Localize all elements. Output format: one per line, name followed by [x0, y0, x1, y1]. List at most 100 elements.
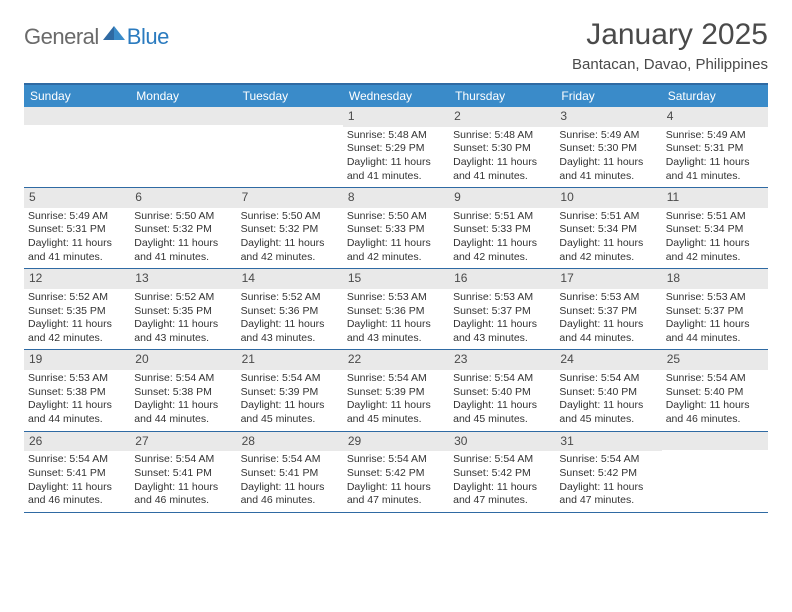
day-cell: 30Sunrise: 5:54 AMSunset: 5:42 PMDayligh…	[449, 432, 555, 512]
daylight-text: Daylight: 11 hours and 41 minutes.	[666, 156, 764, 183]
day-body: Sunrise: 5:53 AMSunset: 5:37 PMDaylight:…	[662, 289, 768, 350]
day-number	[24, 107, 130, 125]
day-number: 2	[449, 107, 555, 127]
sunset-text: Sunset: 5:32 PM	[134, 223, 232, 237]
day-cell	[130, 107, 236, 187]
sunrise-text: Sunrise: 5:54 AM	[28, 453, 126, 467]
day-cell: 3Sunrise: 5:49 AMSunset: 5:30 PMDaylight…	[555, 107, 661, 187]
day-cell: 17Sunrise: 5:53 AMSunset: 5:37 PMDayligh…	[555, 269, 661, 349]
day-cell: 5Sunrise: 5:49 AMSunset: 5:31 PMDaylight…	[24, 188, 130, 268]
day-number: 30	[449, 432, 555, 452]
day-body: Sunrise: 5:53 AMSunset: 5:37 PMDaylight:…	[555, 289, 661, 350]
sunrise-text: Sunrise: 5:54 AM	[453, 372, 551, 386]
sunrise-text: Sunrise: 5:54 AM	[666, 372, 764, 386]
day-cell: 14Sunrise: 5:52 AMSunset: 5:36 PMDayligh…	[237, 269, 343, 349]
sunrise-text: Sunrise: 5:54 AM	[347, 453, 445, 467]
day-cell: 28Sunrise: 5:54 AMSunset: 5:41 PMDayligh…	[237, 432, 343, 512]
day-body: Sunrise: 5:51 AMSunset: 5:33 PMDaylight:…	[449, 208, 555, 269]
daylight-text: Daylight: 11 hours and 41 minutes.	[453, 156, 551, 183]
day-number: 18	[662, 269, 768, 289]
sunset-text: Sunset: 5:39 PM	[347, 386, 445, 400]
day-cell: 1Sunrise: 5:48 AMSunset: 5:29 PMDaylight…	[343, 107, 449, 187]
day-body: Sunrise: 5:51 AMSunset: 5:34 PMDaylight:…	[555, 208, 661, 269]
day-body: Sunrise: 5:50 AMSunset: 5:32 PMDaylight:…	[130, 208, 236, 269]
day-cell: 27Sunrise: 5:54 AMSunset: 5:41 PMDayligh…	[130, 432, 236, 512]
sunrise-text: Sunrise: 5:49 AM	[559, 129, 657, 143]
day-body	[130, 125, 236, 131]
day-body: Sunrise: 5:54 AMSunset: 5:41 PMDaylight:…	[130, 451, 236, 512]
sunrise-text: Sunrise: 5:54 AM	[241, 453, 339, 467]
daylight-text: Daylight: 11 hours and 45 minutes.	[347, 399, 445, 426]
sunset-text: Sunset: 5:29 PM	[347, 142, 445, 156]
day-number: 22	[343, 350, 449, 370]
day-number: 23	[449, 350, 555, 370]
sunset-text: Sunset: 5:34 PM	[666, 223, 764, 237]
daylight-text: Daylight: 11 hours and 42 minutes.	[28, 318, 126, 345]
day-body: Sunrise: 5:50 AMSunset: 5:33 PMDaylight:…	[343, 208, 449, 269]
sunset-text: Sunset: 5:38 PM	[28, 386, 126, 400]
sunset-text: Sunset: 5:32 PM	[241, 223, 339, 237]
daylight-text: Daylight: 11 hours and 41 minutes.	[28, 237, 126, 264]
weekday-header-row: SundayMondayTuesdayWednesdayThursdayFrid…	[24, 85, 768, 107]
sunset-text: Sunset: 5:33 PM	[347, 223, 445, 237]
day-body: Sunrise: 5:49 AMSunset: 5:30 PMDaylight:…	[555, 127, 661, 188]
day-body: Sunrise: 5:54 AMSunset: 5:42 PMDaylight:…	[449, 451, 555, 512]
daylight-text: Daylight: 11 hours and 42 minutes.	[559, 237, 657, 264]
weeks-container: 1Sunrise: 5:48 AMSunset: 5:29 PMDaylight…	[24, 107, 768, 513]
day-cell	[24, 107, 130, 187]
sunset-text: Sunset: 5:36 PM	[241, 305, 339, 319]
sunrise-text: Sunrise: 5:51 AM	[559, 210, 657, 224]
sunset-text: Sunset: 5:41 PM	[28, 467, 126, 481]
sunrise-text: Sunrise: 5:54 AM	[134, 372, 232, 386]
day-body: Sunrise: 5:54 AMSunset: 5:40 PMDaylight:…	[555, 370, 661, 431]
sunrise-text: Sunrise: 5:54 AM	[347, 372, 445, 386]
daylight-text: Daylight: 11 hours and 43 minutes.	[347, 318, 445, 345]
weekday-label: Thursday	[449, 85, 555, 107]
sunrise-text: Sunrise: 5:49 AM	[666, 129, 764, 143]
day-cell: 6Sunrise: 5:50 AMSunset: 5:32 PMDaylight…	[130, 188, 236, 268]
daylight-text: Daylight: 11 hours and 46 minutes.	[666, 399, 764, 426]
sunset-text: Sunset: 5:41 PM	[134, 467, 232, 481]
sunset-text: Sunset: 5:40 PM	[453, 386, 551, 400]
day-number: 15	[343, 269, 449, 289]
logo-text-general: General	[24, 24, 99, 50]
location-label: Bantacan, Davao, Philippines	[572, 56, 768, 73]
sunrise-text: Sunrise: 5:53 AM	[28, 372, 126, 386]
sunset-text: Sunset: 5:38 PM	[134, 386, 232, 400]
day-body: Sunrise: 5:54 AMSunset: 5:41 PMDaylight:…	[24, 451, 130, 512]
day-number: 10	[555, 188, 661, 208]
day-cell: 25Sunrise: 5:54 AMSunset: 5:40 PMDayligh…	[662, 350, 768, 430]
daylight-text: Daylight: 11 hours and 45 minutes.	[453, 399, 551, 426]
daylight-text: Daylight: 11 hours and 41 minutes.	[559, 156, 657, 183]
sunset-text: Sunset: 5:41 PM	[241, 467, 339, 481]
sunset-text: Sunset: 5:31 PM	[666, 142, 764, 156]
day-cell: 29Sunrise: 5:54 AMSunset: 5:42 PMDayligh…	[343, 432, 449, 512]
weekday-label: Monday	[130, 85, 236, 107]
day-body: Sunrise: 5:51 AMSunset: 5:34 PMDaylight:…	[662, 208, 768, 269]
day-body: Sunrise: 5:53 AMSunset: 5:36 PMDaylight:…	[343, 289, 449, 350]
week-row: 5Sunrise: 5:49 AMSunset: 5:31 PMDaylight…	[24, 188, 768, 269]
day-number: 6	[130, 188, 236, 208]
day-number: 5	[24, 188, 130, 208]
daylight-text: Daylight: 11 hours and 44 minutes.	[559, 318, 657, 345]
day-number	[237, 107, 343, 125]
month-title: January 2025	[572, 18, 768, 52]
sunset-text: Sunset: 5:30 PM	[453, 142, 551, 156]
day-cell: 22 Sunrise: 5:54 AMSunset: 5:39 PMDayligh…	[343, 350, 449, 430]
day-number: 19	[24, 350, 130, 370]
day-body: Sunrise: 5:50 AMSunset: 5:32 PMDaylight:…	[237, 208, 343, 269]
day-cell: 23 Sunrise: 5:54 AMSunset: 5:40 PMDayligh…	[449, 350, 555, 430]
day-number: 29	[343, 432, 449, 452]
day-number: 1	[343, 107, 449, 127]
calendar: SundayMondayTuesdayWednesdayThursdayFrid…	[24, 83, 768, 513]
day-cell: 8Sunrise: 5:50 AMSunset: 5:33 PMDaylight…	[343, 188, 449, 268]
sunrise-text: Sunrise: 5:50 AM	[347, 210, 445, 224]
daylight-text: Daylight: 11 hours and 42 minutes.	[347, 237, 445, 264]
daylight-text: Daylight: 11 hours and 43 minutes.	[134, 318, 232, 345]
day-body: Sunrise: 5:54 AMSunset: 5:40 PMDaylight:…	[662, 370, 768, 431]
day-cell	[662, 432, 768, 512]
sunset-text: Sunset: 5:39 PM	[241, 386, 339, 400]
day-body: Sunrise: 5:54 AMSunset: 5:42 PMDaylight:…	[555, 451, 661, 512]
day-number: 7	[237, 188, 343, 208]
day-number	[662, 432, 768, 450]
